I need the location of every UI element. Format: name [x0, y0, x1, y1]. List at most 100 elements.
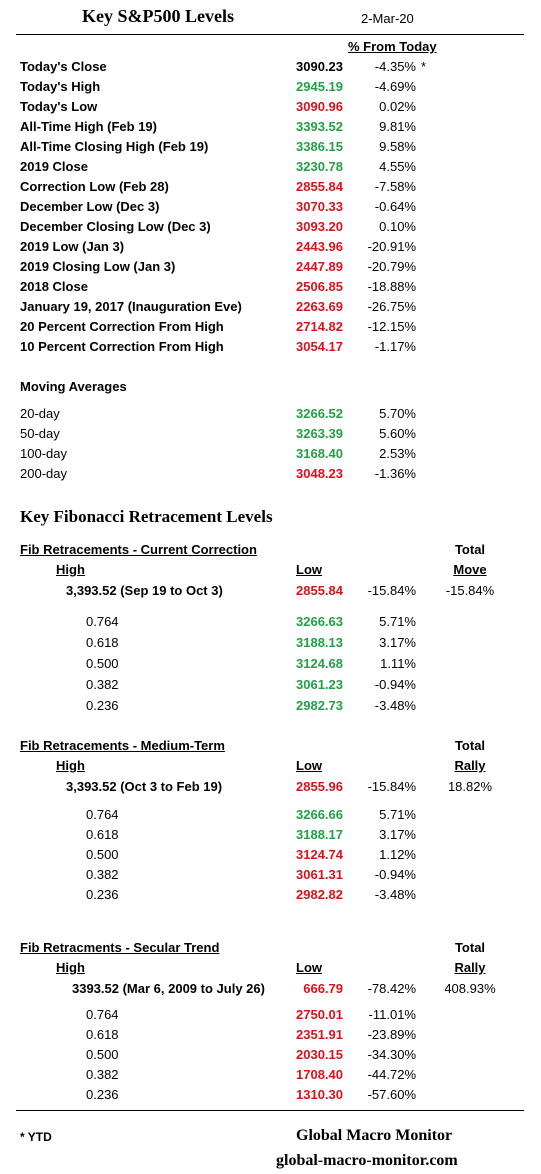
level-pct: 9.58%: [379, 139, 416, 154]
level-pct: 0.10%: [379, 219, 416, 234]
level-pct: -20.91%: [367, 239, 416, 254]
fib-section-title: Fib Retracements - Medium-Term: [20, 738, 225, 753]
fib-high-header: High: [56, 562, 85, 577]
brand-url: global-macro-monitor.com: [276, 1152, 458, 1169]
fib-level-value: 2982.82: [296, 887, 343, 902]
fib-ratio: 0.500: [86, 656, 119, 671]
level-label: 2018 Close: [20, 279, 88, 294]
level-label: Today's Low: [20, 99, 98, 114]
level-pct: -26.75%: [367, 299, 416, 314]
bottom-divider: [16, 1110, 524, 1111]
ma-label: 100-day: [20, 446, 67, 461]
fib-ratio: 0.618: [86, 635, 119, 650]
fib-ratio: 0.500: [86, 847, 119, 862]
fib-level-pct: 1.12%: [379, 847, 416, 862]
fib-high-header: High: [56, 960, 85, 975]
fib-ratio: 0.618: [86, 1027, 119, 1042]
fib-low-pct: -78.42%: [367, 981, 416, 996]
report-date: 2-Mar-20: [361, 11, 414, 26]
fib-ratio: 0.382: [86, 1067, 119, 1082]
pct-from-today-header: % From Today: [348, 39, 437, 54]
fib-level-value: 1708.40: [296, 1067, 343, 1082]
level-label: 20 Percent Correction From High: [20, 319, 224, 334]
fib-level-value: 2351.91: [296, 1027, 343, 1042]
fib-level-pct: -34.30%: [367, 1047, 416, 1062]
level-value: 2945.19: [296, 79, 343, 94]
fib-high-value: 3,393.52 (Sep 19 to Oct 3): [66, 583, 223, 598]
fib-ratio: 0.500: [86, 1047, 119, 1062]
fib-level-value: 3266.66: [296, 807, 343, 822]
fib-ratio: 0.618: [86, 827, 119, 842]
fib-level-value: 2030.15: [296, 1047, 343, 1062]
fib-level-pct: -0.94%: [374, 867, 416, 882]
fib-level-value: 3061.31: [296, 867, 343, 882]
fib-level-value: 3124.74: [296, 847, 343, 862]
fib-low-header: Low: [296, 758, 322, 773]
moving-averages-title: Moving Averages: [20, 379, 127, 394]
level-label: 2019 Closing Low (Jan 3): [20, 259, 176, 274]
ma-value: 3048.23: [296, 466, 343, 481]
level-note: *: [421, 59, 427, 74]
fib-high-value: 3393.52 (Mar 6, 2009 to July 26): [72, 981, 265, 996]
level-value: 3090.96: [296, 99, 343, 114]
fib-ratio: 0.764: [86, 614, 119, 629]
ma-pct: 5.70%: [379, 406, 416, 421]
fib-level-pct: -57.60%: [367, 1087, 416, 1102]
fib-level-pct: -44.72%: [367, 1067, 416, 1082]
level-pct: -0.64%: [374, 199, 416, 214]
fib-low-header: Low: [296, 960, 322, 975]
fib-level-value: 3061.23: [296, 677, 343, 692]
level-pct: -18.88%: [367, 279, 416, 294]
level-value: 2447.89: [296, 259, 343, 274]
fib-ratio: 0.764: [86, 807, 119, 822]
level-pct: -12.15%: [367, 319, 416, 334]
fib-level-pct: 3.17%: [379, 635, 416, 650]
ma-pct: 2.53%: [379, 446, 416, 461]
fib-high-header: High: [56, 758, 85, 773]
fib-high-value: 3,393.52 (Oct 3 to Feb 19): [66, 779, 223, 794]
level-value: 2506.85: [296, 279, 343, 294]
level-label: December Low (Dec 3): [20, 199, 160, 214]
level-label: Today's High: [20, 79, 101, 94]
level-value: 3070.33: [296, 199, 343, 214]
level-label: December Closing Low (Dec 3): [20, 219, 211, 234]
ma-pct: -1.36%: [374, 466, 416, 481]
level-pct: -4.35%: [374, 59, 416, 74]
level-value: 2714.82: [296, 319, 343, 334]
level-pct: -1.17%: [374, 339, 416, 354]
top-divider: [16, 34, 524, 35]
fib-ratio: 0.236: [86, 698, 119, 713]
fib-section-title: Fib Retracments - Secular Trend: [20, 940, 220, 955]
fib-level-value: 3124.68: [296, 656, 343, 671]
ma-value: 3266.52: [296, 406, 343, 421]
fib-level-value: 3266.63: [296, 614, 343, 629]
level-pct: -4.69%: [374, 79, 416, 94]
fib-total-label: Total: [454, 940, 486, 955]
fib-low-pct: -15.84%: [367, 583, 416, 598]
level-label: January 19, 2017 (Inauguration Eve): [20, 299, 242, 314]
level-value: 3393.52: [296, 119, 343, 134]
fib-total-label: Total: [454, 542, 486, 557]
fib-level-value: 2982.73: [296, 698, 343, 713]
level-value: 2263.69: [296, 299, 343, 314]
fib-level-pct: -3.48%: [374, 698, 416, 713]
level-pct: 9.81%: [379, 119, 416, 134]
fib-level-pct: 5.71%: [379, 807, 416, 822]
fib-level-value: 3188.17: [296, 827, 343, 842]
fib-total-value: 408.93%: [444, 981, 496, 996]
fib-low-header: Low: [296, 562, 322, 577]
fib-level-pct: 3.17%: [379, 827, 416, 842]
ma-label: 50-day: [20, 426, 60, 441]
ma-pct: 5.60%: [379, 426, 416, 441]
level-pct: 4.55%: [379, 159, 416, 174]
fib-level-pct: 5.71%: [379, 614, 416, 629]
level-label: 2019 Close: [20, 159, 88, 174]
level-label: All-Time Closing High (Feb 19): [20, 139, 209, 154]
level-label: 10 Percent Correction From High: [20, 339, 224, 354]
level-label: All-Time High (Feb 19): [20, 119, 157, 134]
fib-level-pct: -3.48%: [374, 887, 416, 902]
fib-ratio: 0.382: [86, 867, 119, 882]
fib-level-pct: 1.11%: [380, 656, 416, 671]
level-pct: 0.02%: [379, 99, 416, 114]
page-title: Key S&P500 Levels: [82, 6, 234, 26]
